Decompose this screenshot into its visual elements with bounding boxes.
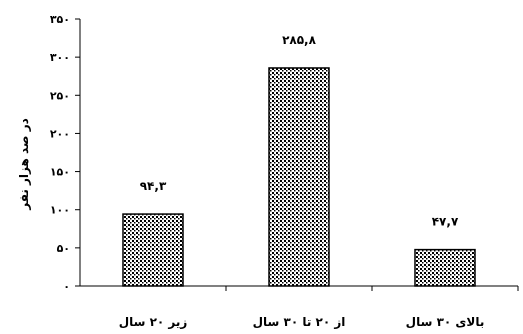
y-tick-label: ۱۵۰ (50, 166, 70, 179)
y-tick-label: ۰ (63, 280, 70, 293)
x-tick-label: زیر ۲۰ سال (119, 315, 188, 329)
bar (268, 67, 330, 287)
y-tick-label: ۵۰ (57, 242, 70, 255)
data-label: ۲۸۵,۸ (282, 33, 317, 47)
y-axis-label: در صد هزار نفر (17, 118, 31, 211)
bar (122, 213, 184, 287)
y-tick-label: ۱۰۰ (50, 204, 70, 217)
data-labels: ۹۴,۳ ۲۸۵,۸ ۴۷,۷ (140, 33, 459, 229)
bar (414, 248, 476, 287)
x-tick-label: از ۲۰ تا ۳۰ سال (253, 315, 346, 329)
data-label: ۴۷,۷ (432, 215, 459, 229)
data-label: ۹۴,۳ (140, 179, 167, 193)
x-tick-label: بالای ۳۰ سال (406, 315, 485, 329)
y-tick-label: ۲۰۰ (50, 127, 70, 140)
bars (122, 67, 476, 287)
x-axis-labels: زیر ۲۰ سال از ۲۰ تا ۳۰ سال بالای ۳۰ سال (119, 286, 519, 329)
y-tick-label: ۳۰۰ (50, 51, 70, 64)
y-axis: ۰ ۵۰ ۱۰۰ ۱۵۰ ۲۰۰ ۲۵۰ ۳۰۰ ۳۵۰ (50, 13, 80, 293)
y-tick-label: ۳۵۰ (50, 13, 70, 26)
y-tick-label: ۲۵۰ (50, 89, 70, 102)
